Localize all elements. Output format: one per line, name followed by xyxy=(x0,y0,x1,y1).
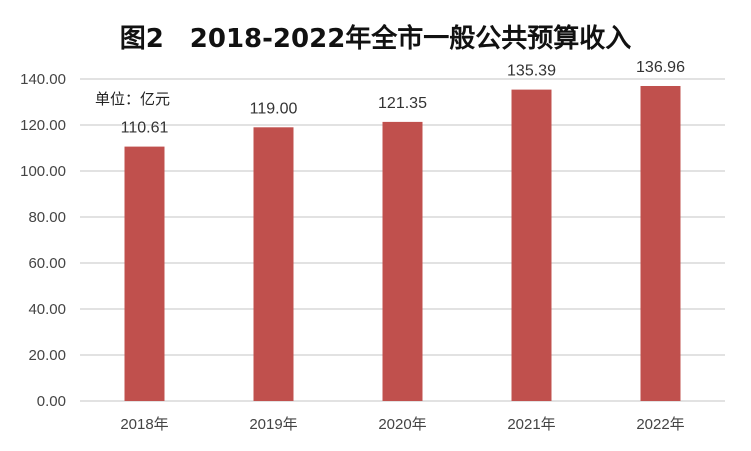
x-tick-label: 2020年 xyxy=(378,416,426,433)
data-label: 136.96 xyxy=(636,59,685,76)
bar xyxy=(124,146,165,401)
bar xyxy=(253,127,294,402)
data-label: 119.00 xyxy=(250,100,298,117)
x-tick-label: 2019年 xyxy=(249,416,297,433)
y-tick-label: 0.00 xyxy=(37,393,66,410)
data-label: 135.39 xyxy=(507,63,556,80)
unit-label: 单位：亿元 xyxy=(95,90,171,108)
data-label: 110.61 xyxy=(121,120,169,137)
bar xyxy=(511,89,552,401)
y-tick-label: 40.00 xyxy=(28,301,66,318)
bar xyxy=(640,85,681,401)
data-label: 121.35 xyxy=(378,95,427,112)
y-tick-label: 60.00 xyxy=(28,255,66,272)
y-tick-label: 80.00 xyxy=(28,209,66,226)
x-tick-label: 2022年 xyxy=(636,416,684,433)
x-tick-label: 2021年 xyxy=(507,416,555,433)
y-tick-label: 20.00 xyxy=(28,347,66,364)
y-tick-label: 120.00 xyxy=(20,117,66,134)
bar xyxy=(382,121,423,402)
chart-title: 图2 2018-2022年全市一般公共预算收入 xyxy=(119,24,632,54)
y-tick-label: 100.00 xyxy=(20,163,66,180)
x-tick-label: 2018年 xyxy=(120,416,168,433)
y-tick-label: 140.00 xyxy=(20,71,66,88)
